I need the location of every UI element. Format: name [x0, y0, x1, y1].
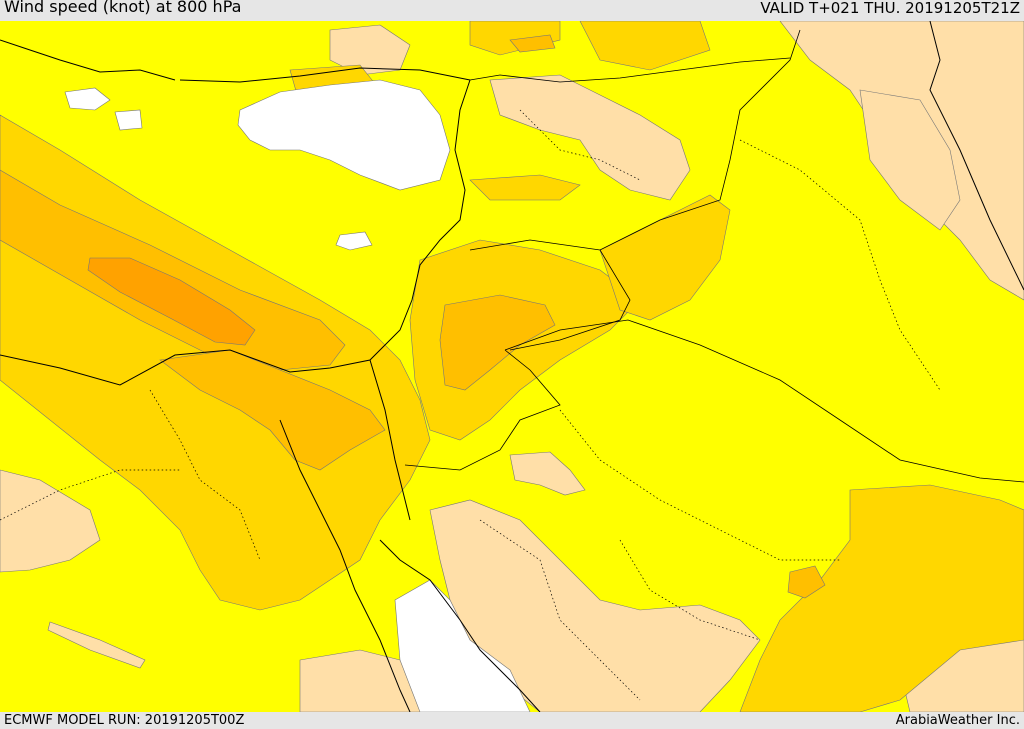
calm-regions	[64, 79, 531, 712]
coastline-red-sea-west	[279, 419, 411, 712]
border-turkey-syria	[469, 57, 791, 83]
credit-label: ArabiaWeather Inc.	[895, 713, 1020, 728]
coastline-red-sea-east	[379, 539, 541, 712]
amber-band-jordan	[439, 294, 556, 391]
gold-band-north-2	[579, 21, 711, 71]
border-iraq-saudi	[504, 319, 1024, 483]
admin-boundaries	[0, 109, 941, 701]
map-title: Wind speed (knot) at 800 hPa	[4, 0, 242, 16]
admin-boundary-saudi-2	[619, 539, 761, 641]
calm-region-cyprus	[335, 231, 373, 251]
calm-region-greece	[64, 87, 111, 111]
admin-boundary-saudi-1	[559, 409, 840, 561]
amber-band-egypt	[159, 349, 386, 471]
wind-speed-map	[0, 21, 1024, 712]
model-run-label: ECMWF MODEL RUN: 20191205T00Z	[4, 713, 245, 728]
calm-region-red-sea	[394, 579, 531, 712]
border-jordan-iraq	[509, 249, 631, 351]
admin-boundary-egypt-2	[0, 469, 180, 521]
amber-band-regions	[0, 34, 826, 599]
coastline-gulf	[929, 21, 1024, 291]
coastline-turkey	[179, 67, 471, 83]
admin-boundary-iraq	[739, 139, 941, 391]
valid-time: VALID T+021 THU. 20191205T21Z	[760, 0, 1020, 17]
coastline-north-africa	[0, 79, 471, 386]
light-band-jordan	[509, 451, 586, 496]
light-band-north	[329, 24, 411, 76]
footer-bar: ECMWF MODEL RUN: 20191205T00Z ArabiaWeat…	[0, 712, 1024, 729]
orange-band-core	[87, 257, 256, 346]
light-band-iraq-east	[859, 89, 961, 231]
header-bar: Wind speed (knot) at 800 hPa VALID T+021…	[0, 0, 1024, 21]
gold-band-cyprus-east	[469, 174, 581, 201]
calm-region-aegean	[237, 79, 451, 191]
gold-band-iraq	[599, 194, 731, 321]
political-borders	[404, 29, 1024, 483]
coastline-sinai	[369, 359, 411, 521]
admin-boundary-syria	[519, 109, 641, 181]
light-band-west	[0, 469, 101, 573]
amber-band-mediterranean	[0, 169, 346, 371]
light-band-streak	[47, 621, 146, 669]
amber-band-saudi	[787, 565, 826, 599]
amber-band-north	[509, 34, 556, 53]
calm-region-turkey-lake	[114, 109, 143, 131]
border-saudi-jordan	[404, 349, 561, 471]
admin-boundary-south	[479, 519, 641, 701]
coastline-aegean	[0, 39, 176, 81]
border-syria-iraq	[469, 29, 801, 251]
coastlines	[0, 21, 1024, 712]
